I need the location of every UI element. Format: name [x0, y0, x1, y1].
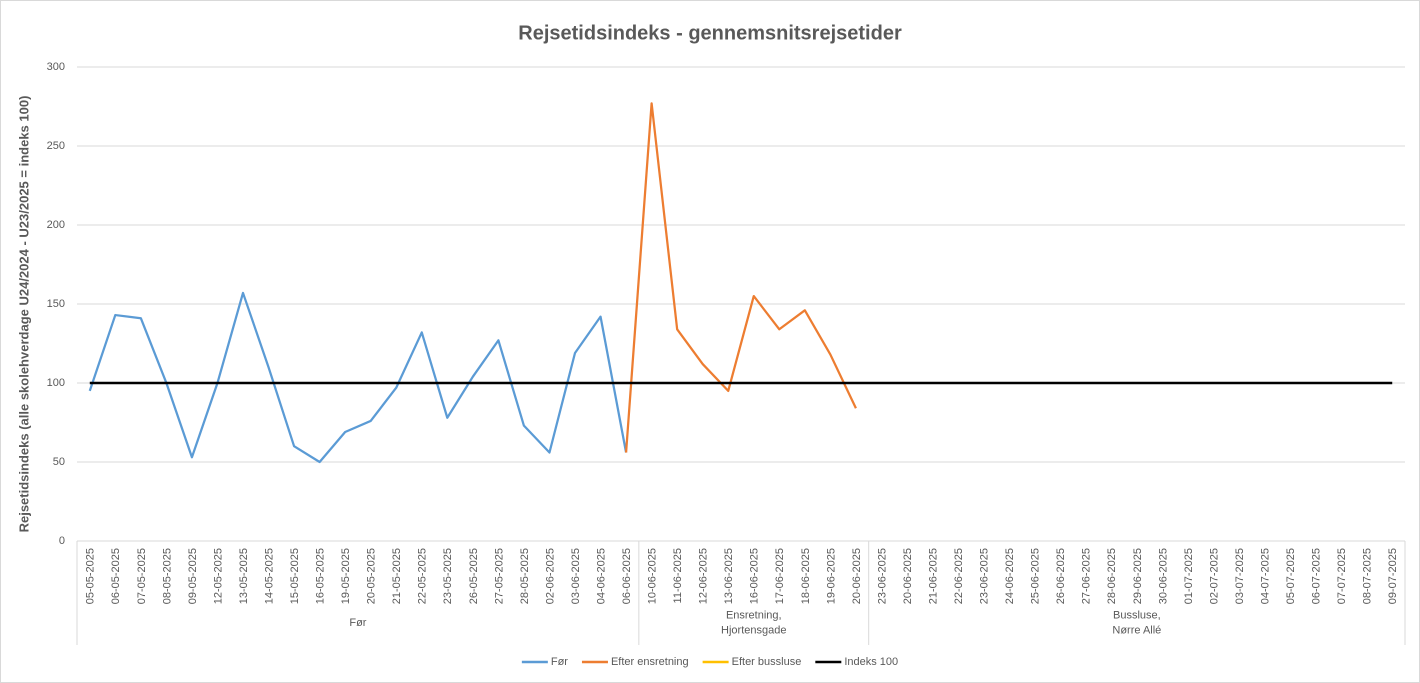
x-tick-label: 08-07-2025	[1362, 548, 1374, 604]
x-tick-label: 27-06-2025	[1081, 548, 1093, 604]
x-tick-label: 12-06-2025	[698, 548, 710, 604]
x-tick-label: 17-06-2025	[774, 548, 786, 604]
y-tick-label: 50	[53, 456, 65, 468]
x-tick-label: 16-06-2025	[749, 548, 761, 604]
x-tick-label: 25-06-2025	[1030, 548, 1042, 604]
x-tick-label: 23-06-2025	[979, 548, 991, 604]
y-tick-label: 0	[59, 535, 65, 547]
series-line	[624, 102, 857, 453]
x-tick-label: 26-06-2025	[1055, 548, 1067, 604]
x-tick-label: 22-06-2025	[953, 548, 965, 604]
y-tick-label: 250	[47, 140, 65, 152]
x-tick-label: 22-05-2025	[417, 548, 429, 604]
x-tick-label: 14-05-2025	[263, 548, 275, 604]
x-tick-label: 01-07-2025	[1183, 548, 1195, 604]
legend: Før Efter ensretning Efter bussluse Indeks …	[521, 656, 898, 668]
x-tick-label: 26-05-2025	[468, 548, 480, 604]
x-tick-label: 07-07-2025	[1336, 548, 1348, 604]
x-tick-label: 05-05-2025	[85, 548, 97, 604]
group-label: Hjortensgade	[721, 624, 786, 636]
x-tick-label: 20-06-2025	[851, 548, 863, 604]
x-tick-label: 27-05-2025	[493, 548, 505, 604]
x-tick-label: 13-05-2025	[238, 548, 250, 604]
x-tick-label: 03-07-2025	[1234, 548, 1246, 604]
x-tick-label: 02-06-2025	[544, 548, 556, 604]
group-label: Nørre Allé	[1112, 624, 1161, 636]
legend-item: Efter ensretning	[581, 656, 689, 668]
y-tick-label: 100	[47, 377, 65, 389]
x-tick-label: 18-06-2025	[800, 548, 812, 604]
x-tick-label: 28-06-2025	[1106, 548, 1118, 604]
group-label: Bussluse,	[1113, 609, 1161, 621]
y-axis-title: Rejsetidsindeks (alle skolehverdage U24/…	[16, 96, 31, 533]
y-tick-label: 300	[47, 61, 65, 73]
x-tick-label: 19-06-2025	[825, 548, 837, 604]
x-tick-label: 28-05-2025	[519, 548, 531, 604]
x-tick-label: 03-06-2025	[570, 548, 582, 604]
x-tick-label: 23-06-2025	[876, 548, 888, 604]
y-tick-label: 150	[47, 298, 65, 310]
legend-label: Før	[551, 656, 568, 668]
x-tick-label: 21-06-2025	[927, 548, 939, 604]
x-tick-label: 09-07-2025	[1387, 548, 1399, 604]
x-tick-label: 04-06-2025	[595, 548, 607, 604]
x-tick-label: 24-06-2025	[1004, 548, 1016, 604]
legend-label: Indeks 100	[844, 656, 898, 668]
chart-title: Rejsetidsindeks - gennemsnitsrejsetider	[518, 22, 902, 44]
legend-item: Før	[521, 656, 568, 668]
x-tick-label: 07-05-2025	[136, 548, 148, 604]
legend-item: Efter bussluse	[702, 656, 802, 668]
x-tick-label: 11-06-2025	[672, 548, 684, 603]
x-tick-label: 06-07-2025	[1311, 548, 1323, 604]
x-tick-label: 10-06-2025	[647, 548, 659, 604]
x-tick-label: 04-07-2025	[1259, 548, 1271, 604]
x-tick-label: 30-06-2025	[1157, 548, 1169, 604]
x-tick-label: 19-05-2025	[340, 548, 352, 604]
legend-item: Indeks 100	[815, 656, 898, 668]
x-tick-label: 20-05-2025	[366, 548, 378, 604]
x-tick-label: 16-05-2025	[315, 548, 327, 604]
x-tick-label: 06-06-2025	[621, 548, 633, 604]
x-tick-label: 12-05-2025	[212, 548, 224, 604]
x-tick-label: 29-06-2025	[1132, 548, 1144, 604]
legend-label: Efter ensretning	[611, 656, 689, 668]
group-label: Før	[349, 617, 366, 629]
y-tick-label: 200	[47, 219, 65, 231]
x-tick-label: 09-05-2025	[187, 548, 199, 604]
series-line	[88, 291, 628, 464]
legend-label: Efter bussluse	[732, 656, 802, 668]
group-label: Ensretning,	[726, 609, 782, 621]
x-tick-label: 13-06-2025	[723, 548, 735, 604]
x-tick-label: 20-06-2025	[902, 548, 914, 604]
x-tick-label: 08-05-2025	[161, 548, 173, 604]
x-tick-label: 02-07-2025	[1208, 548, 1220, 604]
x-tick-label: 06-05-2025	[110, 548, 122, 604]
x-tick-label: 05-07-2025	[1285, 548, 1297, 604]
x-tick-label: 15-05-2025	[289, 548, 301, 604]
x-tick-label: 23-05-2025	[442, 548, 454, 604]
x-tick-label: 21-05-2025	[391, 548, 403, 604]
